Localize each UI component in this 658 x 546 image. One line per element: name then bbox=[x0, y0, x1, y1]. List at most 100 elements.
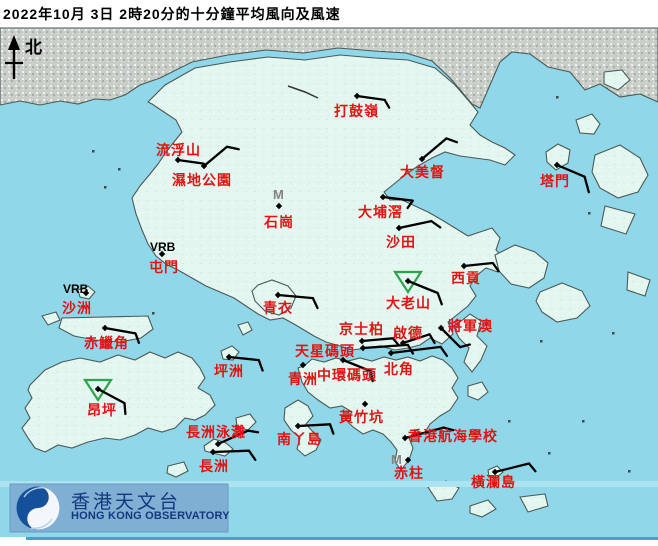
station-dot bbox=[404, 456, 412, 464]
station-label: 大美督 bbox=[400, 164, 445, 180]
wind-barb bbox=[216, 429, 260, 446]
station-ta-kwu-ling: 打鼓嶺 bbox=[334, 92, 391, 119]
sea-speck bbox=[588, 212, 591, 215]
station-label: 長洲泳灘 bbox=[186, 424, 246, 440]
station-dot bbox=[214, 440, 222, 448]
station-dot bbox=[299, 361, 307, 369]
station-dot bbox=[274, 291, 282, 299]
map-geography bbox=[0, 27, 658, 546]
station-chek-lap-kok: 赤鱲角 bbox=[84, 324, 141, 351]
wind-barb bbox=[296, 423, 335, 435]
station-cheung-chau-beach: 長洲泳灘 bbox=[186, 424, 260, 448]
north-label: 北 bbox=[25, 38, 42, 57]
missing-data-marker: M bbox=[391, 452, 402, 467]
station-label: 沙田 bbox=[386, 234, 416, 250]
sea-speck bbox=[582, 420, 585, 423]
wind-barb bbox=[401, 333, 436, 345]
station-star-ferry-pier: 天星碼頭 bbox=[295, 343, 415, 359]
station-dot bbox=[339, 356, 347, 364]
station-label: 中環碼頭 bbox=[317, 367, 377, 383]
station-dot bbox=[359, 344, 367, 352]
station-dot bbox=[101, 324, 109, 332]
station-dot bbox=[361, 400, 369, 408]
station-peng-chau: 坪洲 bbox=[214, 353, 264, 379]
sea-speck bbox=[92, 150, 95, 153]
station-label: 石崗 bbox=[263, 214, 294, 230]
wind-barb bbox=[103, 326, 141, 344]
station-dot bbox=[437, 324, 445, 332]
station-label: 南丫島 bbox=[277, 431, 322, 447]
mirs-bay-island-2 bbox=[600, 205, 636, 235]
north-arrow-icon: 北 bbox=[5, 35, 42, 79]
station-dot bbox=[294, 422, 302, 430]
sea-speck bbox=[540, 340, 543, 343]
station-cheung-chau: 長洲 bbox=[199, 448, 257, 474]
lamma-island-shape bbox=[283, 399, 322, 457]
calm-triangle-icon bbox=[392, 270, 424, 295]
tap-mun-island bbox=[545, 143, 571, 171]
wind-barb bbox=[397, 219, 442, 230]
station-stanley: M赤柱 bbox=[391, 452, 423, 481]
wind-barb bbox=[361, 343, 415, 355]
station-label: 屯門 bbox=[149, 259, 179, 275]
station-dot bbox=[225, 353, 233, 361]
station-label: 青洲 bbox=[288, 371, 318, 387]
logo-chinese-name: 香港天文台 bbox=[71, 492, 182, 513]
station-label: 天星碼頭 bbox=[295, 343, 355, 359]
station-north-point: 北角 bbox=[384, 345, 449, 377]
po-toi-3 bbox=[519, 493, 549, 513]
ma-wan bbox=[237, 321, 253, 336]
sea-speck bbox=[118, 168, 121, 171]
hko-logo bbox=[9, 483, 229, 533]
station-label: 坪洲 bbox=[214, 363, 244, 379]
station-dot bbox=[174, 156, 182, 164]
station-label: 打鼓嶺 bbox=[334, 103, 379, 119]
wind-barb bbox=[406, 279, 443, 306]
wind-barb bbox=[202, 145, 240, 168]
station-dot bbox=[358, 337, 366, 345]
wind-barb bbox=[176, 158, 205, 165]
sea-speck bbox=[628, 470, 631, 473]
station-tap-mun: 塔門 bbox=[540, 161, 590, 194]
station-label: 京士柏 bbox=[339, 321, 384, 337]
station-label: 西貢 bbox=[451, 270, 481, 286]
station-lau-fau-shan: 流浮山 bbox=[156, 142, 205, 165]
border-road bbox=[287, 85, 319, 99]
missing-data-marker: M bbox=[273, 187, 284, 202]
tung-lung-chau bbox=[467, 381, 489, 401]
wind-barb bbox=[403, 426, 455, 440]
station-sai-kung: 西貢 bbox=[451, 261, 500, 286]
station-tuen-mun: VRB 屯門 bbox=[149, 240, 179, 275]
calm-triangle-icon bbox=[82, 378, 114, 403]
grass-island bbox=[575, 113, 601, 135]
station-dot bbox=[353, 92, 361, 100]
page-title: 2022年10月 3日 2時20分的十分鐘平均風向及風速 bbox=[3, 6, 341, 22]
wind-barb bbox=[227, 355, 264, 372]
variable-wind-marker: VRB bbox=[63, 282, 89, 296]
clearwater-bay-peninsula bbox=[454, 313, 488, 373]
station-label: 流浮山 bbox=[156, 142, 201, 158]
crescent-island bbox=[603, 69, 631, 91]
station-label: 啟德 bbox=[393, 325, 423, 341]
station-tseung-kwan-o: 將軍澳 bbox=[437, 318, 492, 349]
station-kai-tak: 啟德 bbox=[393, 325, 436, 347]
wind-barb bbox=[211, 449, 257, 461]
sea-speck bbox=[508, 420, 511, 423]
station-label: 青衣 bbox=[263, 300, 293, 316]
station-wetland-park: 濕地公園 bbox=[172, 145, 240, 188]
wind-barb bbox=[381, 195, 414, 210]
station-dot bbox=[158, 250, 166, 258]
station-tates-cairn: 大老山 bbox=[386, 270, 443, 311]
kau-sai-chau bbox=[494, 244, 549, 289]
station-tai-po-kau: 大埔滘 bbox=[358, 193, 414, 220]
wind-barb bbox=[462, 261, 500, 273]
station-sha-tin: 沙田 bbox=[386, 219, 442, 250]
wind-barb bbox=[96, 387, 127, 416]
shek-kwu-chau bbox=[166, 461, 189, 478]
station-label: 北角 bbox=[384, 361, 414, 377]
station-dot bbox=[94, 385, 102, 393]
station-dot bbox=[200, 162, 208, 170]
mainland-china bbox=[0, 27, 658, 109]
